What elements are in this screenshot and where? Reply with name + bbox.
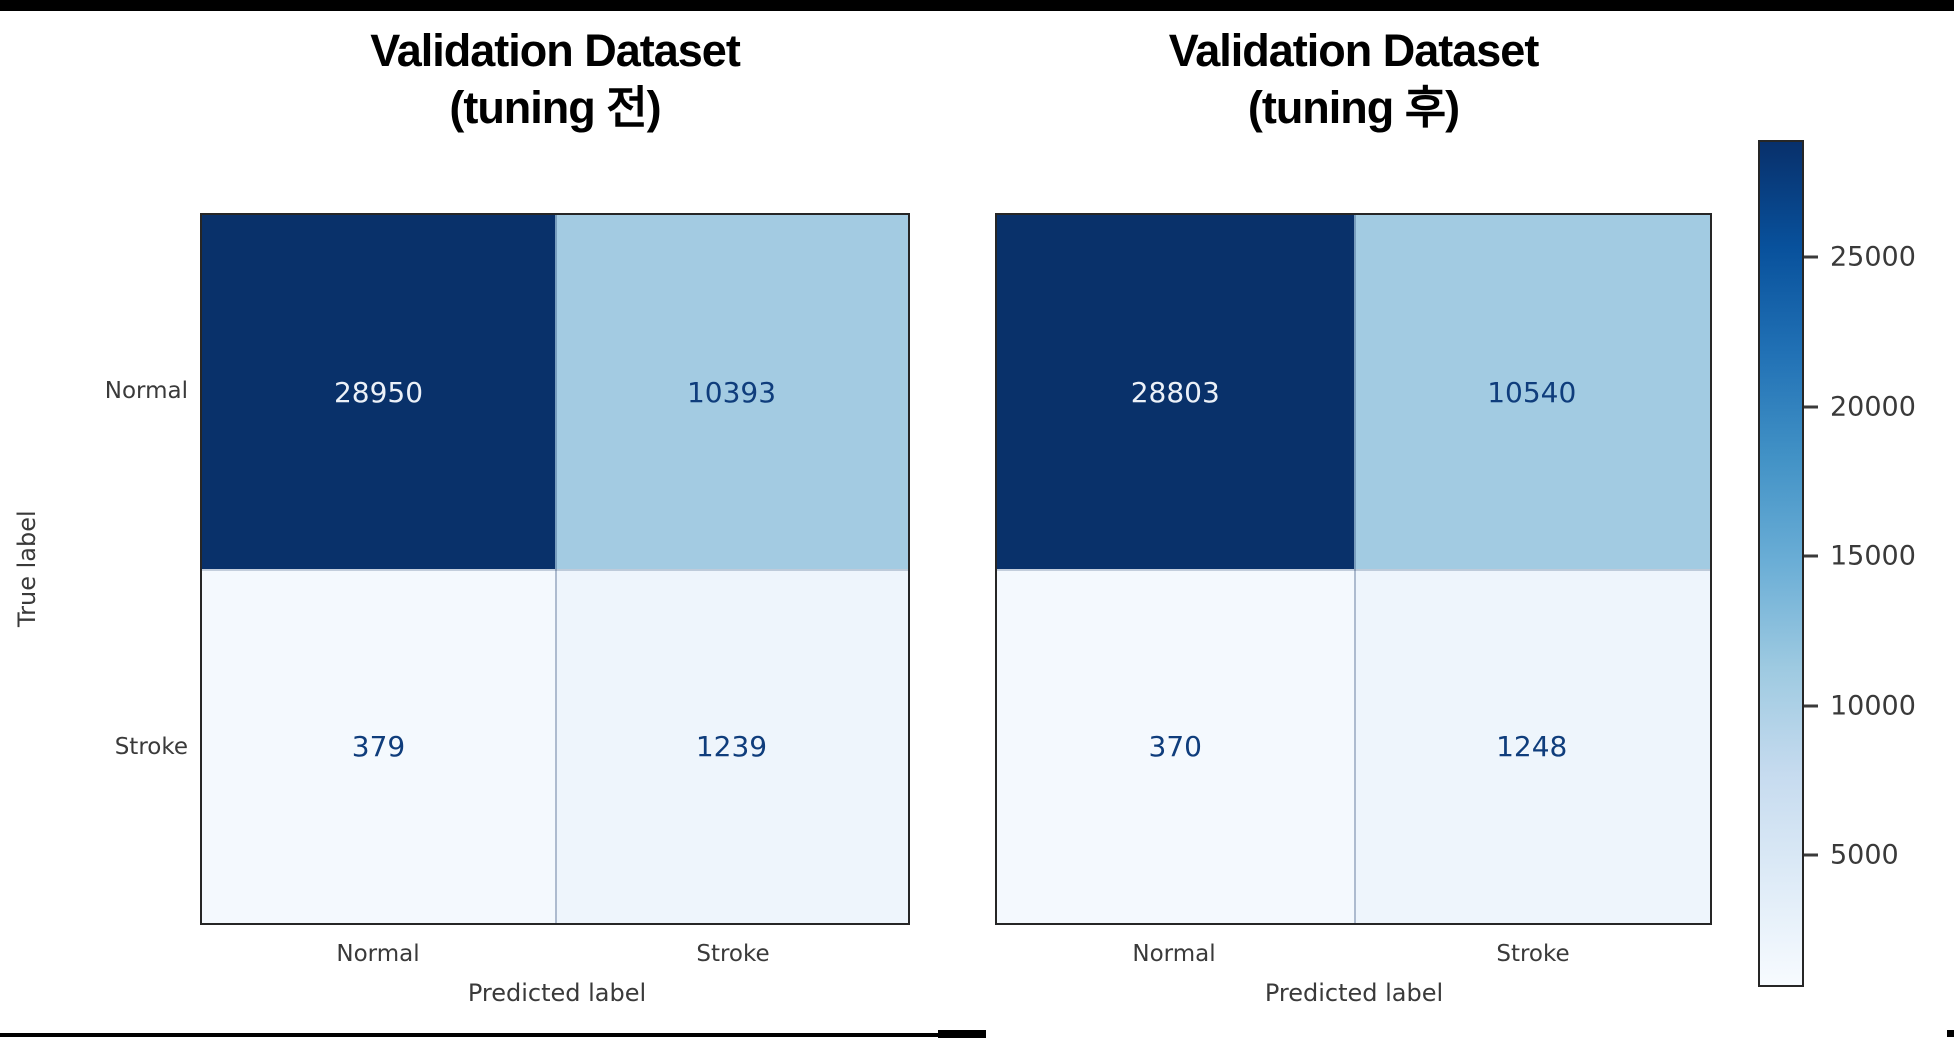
cell-divider [555,215,557,923]
bottom-right-black-mark [1947,1030,1954,1037]
colorbar-tick-10000: 10000 [1804,691,1916,722]
chart1-xtick-stroke: Stroke [696,941,770,967]
chart2-title-line2: (tuning 후) [1247,82,1460,133]
cell-divider [997,569,1710,571]
chart2-title: Validation Dataset (tuning 후) [995,22,1712,136]
colorbar-tick-mark [1804,853,1818,857]
colorbar-tick-mark [1804,255,1818,259]
matrix-cell-true-stroke-pred-stroke: 1248 [1353,569,1710,923]
chart1-title: Validation Dataset (tuning 전) [200,22,910,136]
matrix-cell-true-stroke-pred-normal: 370 [997,569,1354,923]
colorbar-tick-label: 10000 [1830,690,1916,722]
chart1-x-axis-label: Predicted label [467,979,647,1007]
chart1-ytick-normal: Normal [104,378,188,404]
colorbar-tick-25000: 25000 [1804,242,1916,273]
colorbar-tick-label: 20000 [1830,391,1916,423]
chart1-ytick-stroke: Stroke [114,734,188,760]
cell-divider [1353,215,1356,923]
matrix-cell-true-normal-pred-normal: 28803 [997,215,1354,569]
colorbar-tick-5000: 5000 [1804,840,1899,871]
chart1-confusion-matrix: 28950 10393 379 1239 [200,213,910,925]
colorbar-tick-label: 15000 [1830,540,1916,572]
colorbar-tick-mark [1804,405,1818,409]
chart2-title-line1: Validation Dataset [1168,25,1540,76]
top-black-bar [0,0,1954,11]
chart1-y-axis-label: True label [13,510,41,628]
colorbar-tick-label: 25000 [1830,241,1916,273]
chart1-title-line1: Validation Dataset [370,25,741,76]
matrix-cell-true-normal-pred-stroke: 10393 [555,215,908,569]
matrix-cell-true-stroke-pred-normal: 379 [202,569,555,923]
matrix-cell-true-normal-pred-stroke: 10540 [1353,215,1710,569]
chart2-confusion-matrix: 28803 10540 370 1248 [995,213,1712,925]
colorbar [1758,140,1804,987]
chart1-title-line2: (tuning 전) [449,82,661,133]
chart2-xtick-normal: Normal [1132,941,1216,967]
colorbar-tick-label: 5000 [1830,839,1899,871]
colorbar-tick-mark [1804,554,1818,558]
colorbar-tick-15000: 15000 [1804,541,1916,572]
colorbar-tick-mark [1804,704,1818,708]
colorbar-gradient [1760,142,1802,985]
bottom-black-line-cap [938,1030,986,1038]
matrix-cell-true-normal-pred-normal: 28950 [202,215,555,569]
chart2-xtick-stroke: Stroke [1496,941,1570,967]
chart2-x-axis-label: Predicted label [1264,979,1444,1007]
chart1-xtick-normal: Normal [336,941,420,967]
colorbar-tick-20000: 20000 [1804,392,1916,423]
matrix-cell-true-stroke-pred-stroke: 1239 [555,569,908,923]
cell-divider [202,569,908,571]
bottom-black-line [0,1033,938,1037]
